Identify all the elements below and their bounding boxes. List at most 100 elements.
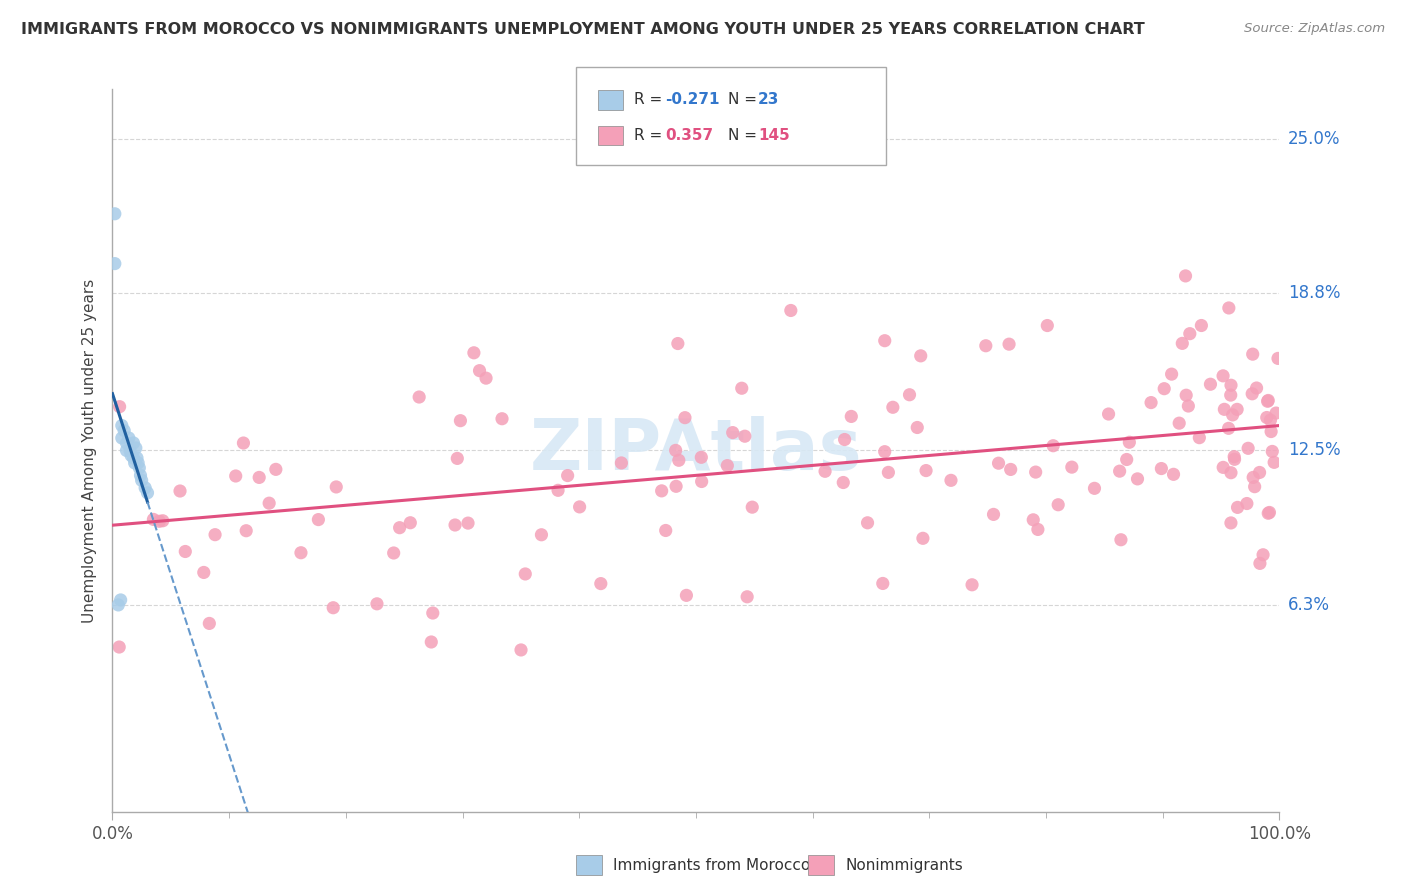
- Point: [1263, 455, 1285, 469]
- Point: [721, 425, 744, 440]
- Text: 23: 23: [758, 93, 779, 107]
- Point: [457, 516, 479, 530]
- Point: [1108, 464, 1130, 478]
- Point: [898, 388, 921, 402]
- Point: [128, 461, 150, 475]
- Text: 0.357: 0.357: [665, 128, 713, 143]
- Point: [131, 474, 153, 488]
- Point: [1265, 406, 1288, 420]
- Text: -0.271: -0.271: [665, 93, 720, 107]
- Point: [148, 514, 170, 528]
- Point: [463, 346, 485, 360]
- Point: [152, 514, 174, 528]
- Point: [1257, 506, 1279, 520]
- Point: [366, 597, 388, 611]
- Point: [232, 436, 254, 450]
- Point: [1267, 351, 1289, 366]
- Point: [1218, 301, 1240, 315]
- Point: [1168, 416, 1191, 430]
- Point: [1153, 382, 1175, 396]
- Point: [515, 566, 537, 581]
- Point: [832, 475, 855, 490]
- Point: [1243, 480, 1265, 494]
- Point: [247, 470, 270, 484]
- Point: [174, 544, 197, 558]
- Point: [1226, 402, 1249, 417]
- Point: [399, 516, 422, 530]
- Point: [910, 349, 932, 363]
- Text: 12.5%: 12.5%: [1288, 442, 1340, 459]
- Point: [290, 546, 312, 560]
- Point: [1042, 439, 1064, 453]
- Point: [235, 524, 257, 538]
- Point: [111, 418, 134, 433]
- Point: [589, 576, 612, 591]
- Point: [1246, 381, 1268, 395]
- Point: [666, 336, 689, 351]
- Point: [382, 546, 405, 560]
- Point: [1126, 472, 1149, 486]
- Point: [839, 409, 862, 424]
- Point: [204, 527, 226, 541]
- Point: [690, 450, 713, 465]
- Point: [1236, 496, 1258, 510]
- Text: Nonimmigrants: Nonimmigrants: [845, 858, 963, 872]
- Point: [1223, 452, 1246, 467]
- Point: [122, 450, 145, 465]
- Point: [873, 444, 896, 458]
- Point: [449, 414, 471, 428]
- Text: 18.8%: 18.8%: [1288, 285, 1340, 302]
- Point: [905, 420, 928, 434]
- Point: [716, 458, 738, 473]
- Text: ZIPAtlas: ZIPAtlas: [530, 416, 862, 485]
- Point: [882, 401, 904, 415]
- Text: N =: N =: [728, 128, 758, 143]
- Point: [668, 453, 690, 467]
- Point: [1249, 466, 1271, 480]
- Point: [142, 512, 165, 526]
- Point: [557, 468, 579, 483]
- Point: [1212, 460, 1234, 475]
- Point: [568, 500, 591, 514]
- Point: [1060, 460, 1083, 475]
- Point: [665, 443, 688, 458]
- Point: [124, 456, 146, 470]
- Point: [307, 512, 329, 526]
- Point: [1241, 470, 1264, 484]
- Point: [1177, 399, 1199, 413]
- Point: [193, 566, 215, 580]
- Point: [1223, 450, 1246, 464]
- Point: [129, 468, 152, 483]
- Point: [388, 521, 411, 535]
- Point: [651, 483, 673, 498]
- Point: [983, 508, 1005, 522]
- Point: [264, 462, 287, 476]
- Point: [673, 410, 696, 425]
- Point: [420, 635, 443, 649]
- Point: [665, 479, 688, 493]
- Point: [115, 443, 138, 458]
- Text: N =: N =: [728, 93, 758, 107]
- Point: [475, 371, 498, 385]
- Point: [1022, 513, 1045, 527]
- Point: [877, 466, 900, 480]
- Point: [1261, 444, 1284, 458]
- Point: [134, 481, 156, 495]
- Point: [118, 431, 141, 445]
- Point: [446, 451, 468, 466]
- Point: [1109, 533, 1132, 547]
- Y-axis label: Unemployment Among Youth under 25 years: Unemployment Among Youth under 25 years: [82, 278, 97, 623]
- Point: [225, 469, 247, 483]
- Point: [108, 400, 131, 414]
- Point: [510, 643, 533, 657]
- Point: [1000, 462, 1022, 476]
- Point: [111, 431, 134, 445]
- Point: [1241, 347, 1264, 361]
- Point: [1249, 557, 1271, 571]
- Point: [1163, 467, 1185, 482]
- Point: [911, 531, 934, 545]
- Point: [1257, 393, 1279, 408]
- Point: [735, 590, 758, 604]
- Point: [856, 516, 879, 530]
- Point: [1257, 394, 1279, 409]
